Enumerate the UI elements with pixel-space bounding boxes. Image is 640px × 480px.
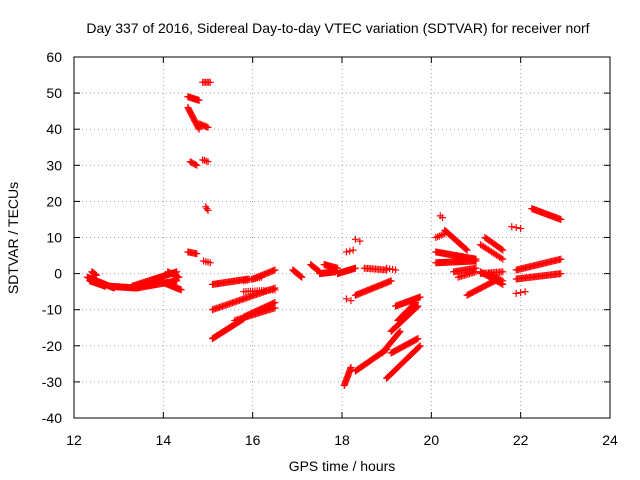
- data-point: [202, 157, 210, 165]
- grid-lines: [74, 57, 610, 418]
- data-point: [512, 289, 520, 297]
- data-point: [413, 335, 421, 343]
- data-point: [200, 156, 208, 164]
- y-tick-label: 50: [46, 85, 62, 101]
- x-tick-label: 18: [334, 432, 350, 448]
- x-tick-labels: 12 14 16 18 20 22 24: [66, 432, 618, 448]
- x-tick-label: 20: [424, 432, 440, 448]
- x-tick-label: 24: [602, 432, 618, 448]
- data-point: [521, 288, 529, 296]
- data-point: [512, 224, 520, 232]
- data-point: [271, 286, 279, 294]
- data-point: [349, 246, 357, 254]
- data-point: [386, 265, 394, 273]
- data-point: [416, 342, 424, 350]
- data-point: [517, 224, 525, 232]
- x-tick-label: 12: [66, 432, 82, 448]
- data-point: [193, 161, 201, 169]
- data-point: [499, 255, 507, 263]
- data-point: [204, 206, 212, 214]
- data-point: [177, 286, 185, 294]
- y-tick-label: 60: [46, 49, 62, 65]
- data-point: [557, 270, 565, 278]
- data-point: [557, 215, 565, 223]
- data-point: [271, 266, 279, 274]
- data-point: [462, 245, 470, 253]
- data-point: [204, 123, 212, 131]
- data-point: [206, 78, 214, 86]
- data-point: [499, 246, 507, 254]
- data-point: [498, 245, 506, 253]
- y-tick-label: 10: [46, 230, 62, 246]
- x-tick-label: 14: [156, 432, 172, 448]
- data-point: [392, 266, 400, 274]
- data-points: [83, 78, 565, 390]
- data-point: [174, 273, 182, 281]
- data-point: [415, 343, 423, 351]
- y-tick-label: -20: [42, 338, 62, 354]
- plot-frame: [73, 56, 611, 419]
- data-point: [416, 293, 424, 301]
- y-tick-label: 40: [46, 121, 62, 137]
- data-point: [175, 273, 183, 281]
- y-tick-label: -10: [42, 302, 62, 318]
- data-point: [342, 295, 350, 303]
- data-point: [195, 96, 203, 104]
- data-point: [297, 273, 305, 281]
- data-point: [517, 289, 525, 297]
- x-tick-label: 16: [245, 432, 261, 448]
- data-point: [387, 277, 395, 285]
- data-point: [383, 264, 391, 272]
- data-point: [508, 223, 516, 231]
- data-point: [203, 205, 211, 213]
- data-point: [270, 299, 278, 307]
- data-point: [347, 363, 355, 371]
- data-point: [396, 327, 404, 335]
- y-tick-label: -30: [42, 374, 62, 390]
- data-point: [191, 161, 199, 169]
- data-point: [557, 255, 565, 263]
- data-point: [258, 273, 266, 281]
- y-tick-label: 20: [46, 193, 62, 209]
- data-point: [463, 246, 471, 254]
- data-point: [414, 335, 422, 343]
- x-axis-label: GPS time / hours: [289, 458, 396, 474]
- chart-title: Day 337 of 2016, Sidereal Day-to-day VTE…: [86, 20, 589, 36]
- y-tick-label: 0: [54, 266, 62, 282]
- data-point: [411, 299, 419, 307]
- data-point: [347, 297, 355, 305]
- data-point: [395, 329, 403, 336]
- data-point: [199, 156, 207, 164]
- data-point: [389, 265, 397, 273]
- data-point: [194, 124, 202, 132]
- y-axis-label: SDTVAR / TECUs: [5, 182, 21, 294]
- y-tick-label: -40: [42, 410, 62, 426]
- data-point: [92, 271, 100, 279]
- data-point: [472, 257, 480, 265]
- x-tick-label: 22: [513, 432, 529, 448]
- data-point: [439, 214, 446, 222]
- data-point: [204, 158, 212, 166]
- data-point: [296, 272, 304, 280]
- data-point: [356, 237, 364, 245]
- y-tick-labels: -40 -30 -20 -10 0 10 20 30 40 50 60: [42, 49, 62, 426]
- data-point: [193, 250, 201, 258]
- data-point: [351, 264, 359, 272]
- data-point: [298, 273, 306, 281]
- data-point: [351, 235, 359, 243]
- data-point: [346, 247, 354, 255]
- data-point: [499, 277, 507, 285]
- y-tick-label: 30: [46, 157, 62, 173]
- data-point: [412, 298, 420, 306]
- data-point: [497, 254, 505, 262]
- data-point: [271, 298, 279, 306]
- data-point: [342, 248, 350, 256]
- data-point: [499, 268, 507, 276]
- data-point: [206, 259, 214, 267]
